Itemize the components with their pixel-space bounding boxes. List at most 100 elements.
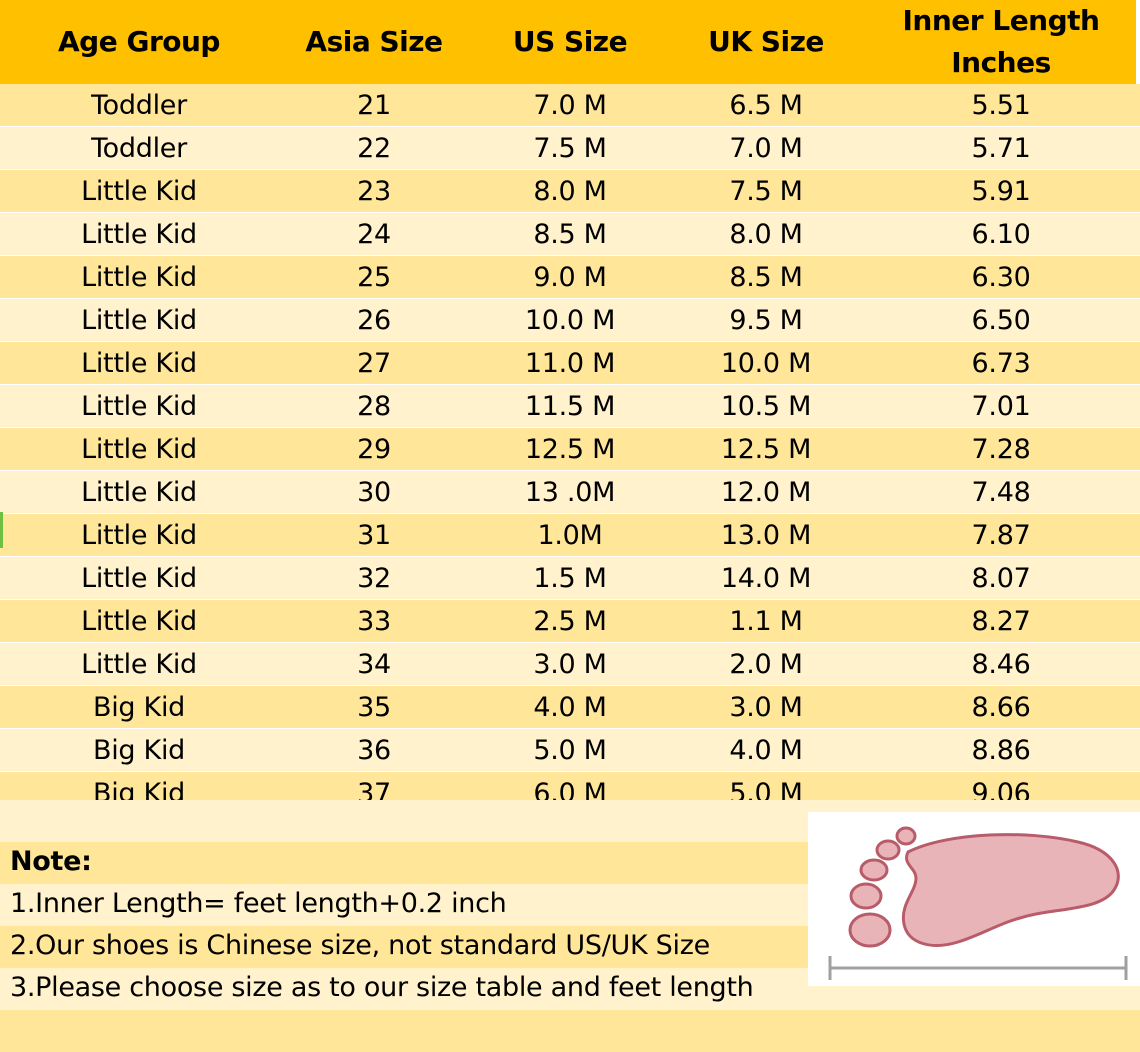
footprint-toe (848, 912, 892, 948)
table-row: Little Kid 23 8.0 M 7.5 M 5.91 (0, 170, 1140, 213)
column-header-text: Asia Size (305, 25, 443, 58)
notes-section: Note: 1.Inner Length= feet length+0.2 in… (10, 840, 810, 1008)
us-size-cell: 10.0 M (524, 304, 616, 336)
column-header: Age Group (0, 0, 278, 84)
us-size-cell: 7.0 M (533, 89, 607, 121)
inner-length-cell: 8.66 (971, 691, 1031, 723)
inner-length-cell: 6.50 (971, 304, 1031, 336)
column-header: US Size (470, 0, 670, 84)
inner-length-cell: 8.27 (971, 605, 1031, 637)
age-group-cell: Little Kid (81, 347, 197, 379)
inner-length-cell: 7.87 (971, 519, 1031, 551)
inner-length-cell: 7.28 (971, 433, 1031, 465)
asia-size-cell: 35 (357, 691, 391, 723)
table-row: Little Kid 25 9.0 M 8.5 M 6.30 (0, 256, 1140, 299)
size-table-body: Toddler 21 7.0 M 6.5 M 5.51 Toddler 22 7.5 M 7.0… (0, 84, 1140, 815)
asia-size-cell: 32 (357, 562, 391, 594)
us-size-cell: 1.0M (537, 519, 603, 551)
asia-size-cell: 24 (357, 218, 391, 250)
inner-length-cell: 5.71 (971, 132, 1031, 164)
inner-length-cell: 6.10 (971, 218, 1031, 250)
uk-size-cell: 8.0 M (729, 218, 803, 250)
uk-size-cell: 7.5 M (729, 175, 803, 207)
age-group-cell: Little Kid (81, 562, 197, 594)
age-group-cell: Little Kid (81, 261, 197, 293)
uk-size-cell: 7.0 M (729, 132, 803, 164)
column-header-text: UK Size (708, 25, 824, 58)
asia-size-cell: 28 (357, 390, 391, 422)
asia-size-cell: 21 (357, 89, 391, 121)
age-group-cell: Little Kid (81, 519, 197, 551)
us-size-cell: 2.5 M (533, 605, 607, 637)
age-group-cell: Little Kid (81, 605, 197, 637)
uk-size-cell: 3.0 M (729, 691, 803, 723)
asia-size-cell: 25 (357, 261, 391, 293)
inner-length-cell: 5.91 (971, 175, 1031, 207)
inner-length-cell: 8.46 (971, 648, 1031, 680)
uk-size-cell: 10.0 M (720, 347, 812, 379)
column-header-text: Age Group (58, 25, 220, 58)
table-row: Little Kid 34 3.0 M 2.0 M 8.46 (0, 643, 1140, 686)
note-line-3: 3.Please choose size as to our size tabl… (10, 971, 754, 1003)
table-header: Age Group Asia Size US Size UK Size Inner Le… (0, 0, 1136, 85)
footprint-toe (875, 839, 901, 861)
note-line-1: 1.Inner Length= feet length+0.2 inch (10, 887, 507, 919)
table-row: Little Kid 26 10.0 M 9.5 M 6.50 (0, 299, 1140, 342)
uk-size-cell: 13.0 M (720, 519, 812, 551)
footprint-illustration (808, 812, 1140, 986)
age-group-cell: Little Kid (81, 476, 197, 508)
age-group-cell: Big Kid (93, 734, 185, 766)
age-group-cell: Toddler (91, 132, 187, 164)
uk-size-cell: 12.0 M (720, 476, 812, 508)
us-size-cell: 9.0 M (533, 261, 607, 293)
uk-size-cell: 14.0 M (720, 562, 812, 594)
us-size-cell: 4.0 M (533, 691, 607, 723)
asia-size-cell: 27 (357, 347, 391, 379)
notes-title: Note: (10, 845, 92, 877)
age-group-cell: Toddler (91, 89, 187, 121)
asia-size-cell: 31 (357, 519, 391, 551)
footprint-icon (828, 826, 1128, 980)
us-size-cell: 1.5 M (533, 562, 607, 594)
age-group-cell: Little Kid (81, 218, 197, 250)
table-row: Toddler 22 7.5 M 7.0 M 5.71 (0, 127, 1140, 170)
note-line-2: 2.Our shoes is Chinese size, not standar… (10, 929, 710, 961)
uk-size-cell: 9.5 M (729, 304, 803, 336)
inner-length-cell: 6.30 (971, 261, 1031, 293)
uk-size-cell: 12.5 M (720, 433, 812, 465)
inner-length-cell: 5.51 (971, 89, 1031, 121)
header-edge (1136, 0, 1140, 84)
table-row: Little Kid 31 1.0M 13.0 M 7.87 (0, 514, 1140, 557)
asia-size-cell: 26 (357, 304, 391, 336)
us-size-cell: 8.5 M (533, 218, 607, 250)
footprint-toe (895, 826, 917, 846)
inner-length-cell: 6.73 (971, 347, 1031, 379)
column-header: UK Size (670, 0, 862, 84)
age-group-cell: Big Kid (93, 691, 185, 723)
age-group-cell: Little Kid (81, 433, 197, 465)
column-header-text: Inner Length (902, 4, 1100, 37)
uk-size-cell: 8.5 M (729, 261, 803, 293)
table-row: Toddler 21 7.0 M 6.5 M 5.51 (0, 84, 1140, 127)
column-header: Inner Length Inches (862, 0, 1140, 84)
table-row: Little Kid 27 11.0 M 10.0 M 6.73 (0, 342, 1140, 385)
us-size-cell: 8.0 M (533, 175, 607, 207)
age-group-cell: Little Kid (81, 175, 197, 207)
us-size-cell: 3.0 M (533, 648, 607, 680)
asia-size-cell: 36 (357, 734, 391, 766)
us-size-cell: 12.5 M (524, 433, 616, 465)
uk-size-cell: 2.0 M (729, 648, 803, 680)
footprint-toe (849, 882, 883, 910)
table-row: Big Kid 35 4.0 M 3.0 M 8.66 (0, 686, 1140, 729)
asia-size-cell: 33 (357, 605, 391, 637)
inner-length-cell: 8.07 (971, 562, 1031, 594)
inner-length-cell: 8.86 (971, 734, 1031, 766)
uk-size-cell: 10.5 M (720, 390, 812, 422)
inner-length-cell: 7.01 (971, 390, 1031, 422)
asia-size-cell: 34 (357, 648, 391, 680)
table-row: Little Kid 33 2.5 M 1.1 M 8.27 (0, 600, 1140, 643)
us-size-cell: 11.0 M (524, 347, 616, 379)
asia-size-cell: 22 (357, 132, 391, 164)
column-header: Asia Size (278, 0, 470, 84)
